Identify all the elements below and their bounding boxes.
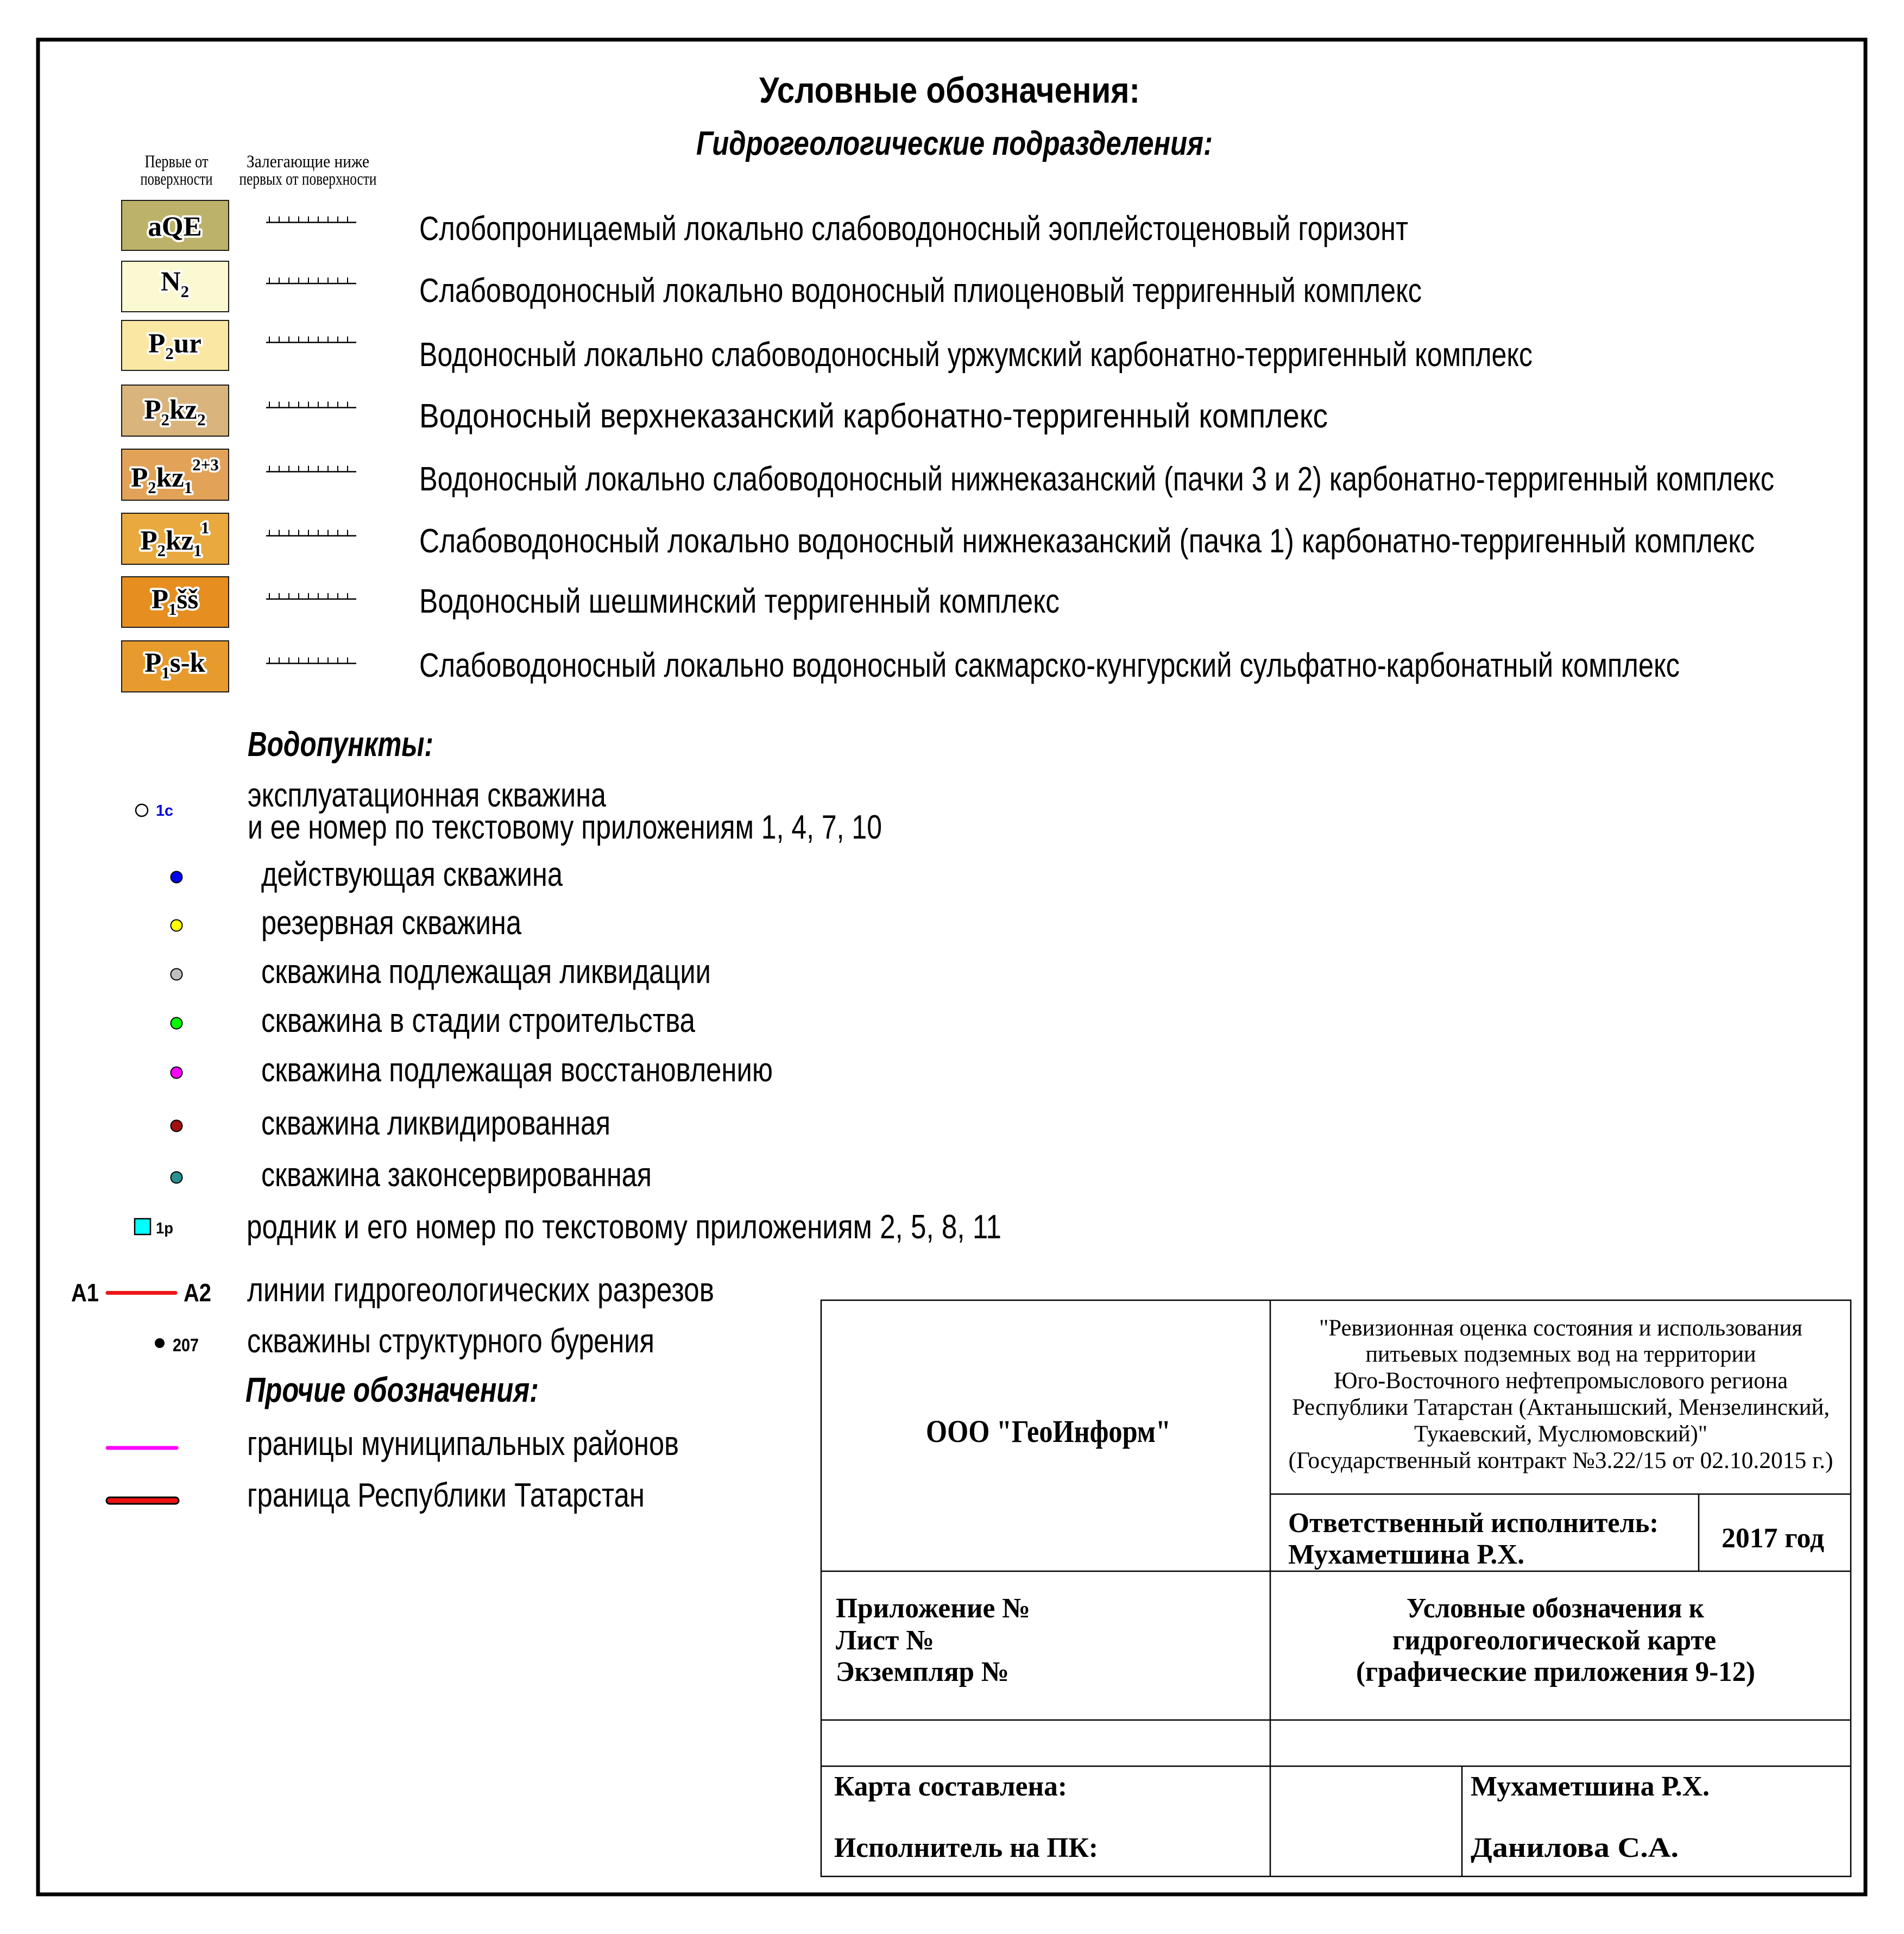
svg-text:Условные обозначения к: Условные обозначения к [1407,1593,1704,1624]
svg-text:родник и его номер по текстово: родник и его номер по текстовому приложе… [247,1208,1001,1246]
svg-text:первых от поверхности: первых от поверхности [239,169,377,189]
svg-text:Данилова С.А.: Данилова С.А. [1471,1832,1679,1863]
svg-text:Водопункты:: Водопункты: [248,725,433,764]
svg-text:Экземпляр №: Экземпляр № [836,1656,1009,1687]
svg-text:эксплуатационная скважина: эксплуатационная скважина [248,777,606,814]
svg-text:Юго-Восточного нефтепромыслово: Юго-Восточного нефтепромыслового региона [1334,1368,1788,1394]
svg-text:(графические приложения 9-12): (графические приложения 9-12) [1356,1656,1755,1687]
svg-text:Водоносный шешминский терриген: Водоносный шешминский терригенный компле… [419,583,1060,620]
svg-text:Приложение №: Приложение № [836,1593,1030,1624]
svg-text:скважина подлежащая восстановл: скважина подлежащая восстановлению [261,1051,773,1089]
svg-text:скважина в стадии строительств: скважина в стадии строительства [261,1002,695,1040]
svg-text:Залегающие ниже: Залегающие ниже [247,152,369,172]
svg-text:Условные обозначения:: Условные обозначения: [759,70,1140,111]
svg-text:ООО "ГеоИнформ": ООО "ГеоИнформ" [926,1414,1171,1449]
svg-text:линии гидрогеологических разре: линии гидрогеологических разрезов [247,1271,714,1309]
svg-text:P2kz2: P2kz2 [144,395,205,429]
svg-text:скважина подлежащая ликвидации: скважина подлежащая ликвидации [261,953,711,991]
svg-text:P2kz12+3: P2kz12+3 [131,455,219,497]
svg-text:Республики Татарстан (Актанышс: Республики Татарстан (Актанышский, Мензе… [1292,1395,1830,1420]
svg-text:2017 год: 2017 год [1722,1523,1824,1554]
svg-text:Первые от: Первые от [145,152,209,172]
svg-text:N2: N2 [161,267,189,301]
svg-text:P1s-k: P1s-k [144,648,205,682]
svg-text:(Государственный контракт №3.2: (Государственный контракт №3.22/15 от 02… [1289,1448,1833,1473]
svg-text:скважины структурного бурения: скважины структурного бурения [247,1322,654,1360]
svg-text:А2: А2 [184,1278,211,1307]
svg-text:P2ur: P2ur [148,329,201,363]
svg-text:Гидрогеологические подразделен: Гидрогеологические подразделения: [696,125,1213,162]
svg-text:aQE: aQE [148,212,201,242]
svg-text:Слабоводоносный локально водон: Слабоводоносный локально водоносный плио… [419,272,1422,310]
svg-text:1p: 1p [156,1220,173,1237]
svg-text:Водоносный локально слабоводон: Водоносный локально слабоводоносный нижн… [419,461,1774,498]
svg-text:Слабоводоносный локально водон: Слабоводоносный локально водоносный нижн… [419,522,1755,560]
svg-text:Слобопроницаемый локально слаб: Слобопроницаемый локально слабоводоносны… [419,210,1408,248]
svg-text:Слабоводоносный локально водон: Слабоводоносный локально водоносный сакм… [419,647,1680,684]
svg-text:границы муниципальных районов: границы муниципальных районов [247,1425,679,1463]
svg-text:и ее номер по текстовому прило: и ее номер по текстовому приложениям 1, … [248,809,882,846]
svg-text:Тукаевский, Муслюмовский)": Тукаевский, Муслюмовский)" [1414,1421,1707,1447]
svg-text:резервная скважина: резервная скважина [261,904,521,942]
svg-text:Ответственный исполнитель:: Ответственный исполнитель: [1288,1508,1659,1539]
svg-text:действующая скважина: действующая скважина [261,856,563,893]
svg-text:"Ревизионная оценка состояния: "Ревизионная оценка состояния и использо… [1319,1315,1802,1341]
svg-text:граница Республики Татарстан: граница Республики Татарстан [247,1477,645,1514]
svg-text:Водоносный верхнеказанский кар: Водоносный верхнеказанский карбонатно-те… [419,398,1328,435]
svg-text:P2kz11: P2kz11 [141,518,210,560]
svg-text:Мухаметшина Р.Х.: Мухаметшина Р.Х. [1471,1771,1710,1802]
svg-text:Карта составлена:: Карта составлена: [834,1771,1067,1802]
svg-text:скважина законсервированная: скважина законсервированная [261,1156,652,1194]
svg-text:Исполнитель на ПК:: Исполнитель на ПК: [834,1832,1098,1863]
svg-text:скважина ликвидированная: скважина ликвидированная [261,1105,610,1142]
svg-text:Водоносный локально слабоводон: Водоносный локально слабоводоносный уржу… [419,336,1533,374]
svg-text:питьевых подземных вод на терр: питьевых подземных вод на территории [1366,1341,1756,1367]
svg-text:А1: А1 [71,1278,99,1307]
svg-text:1с: 1с [156,802,173,820]
svg-text:Прочие обозначения:: Прочие обозначения: [245,1370,539,1409]
svg-text:гидрогеологической карте: гидрогеологической карте [1392,1625,1716,1656]
svg-text:P1šš: P1šš [152,584,198,619]
svg-text:207: 207 [173,1335,199,1355]
svg-text:Лист №: Лист № [836,1625,934,1656]
svg-text:поверхности: поверхности [141,169,213,189]
svg-text:Мухаметшина Р.Х.: Мухаметшина Р.Х. [1288,1539,1524,1570]
